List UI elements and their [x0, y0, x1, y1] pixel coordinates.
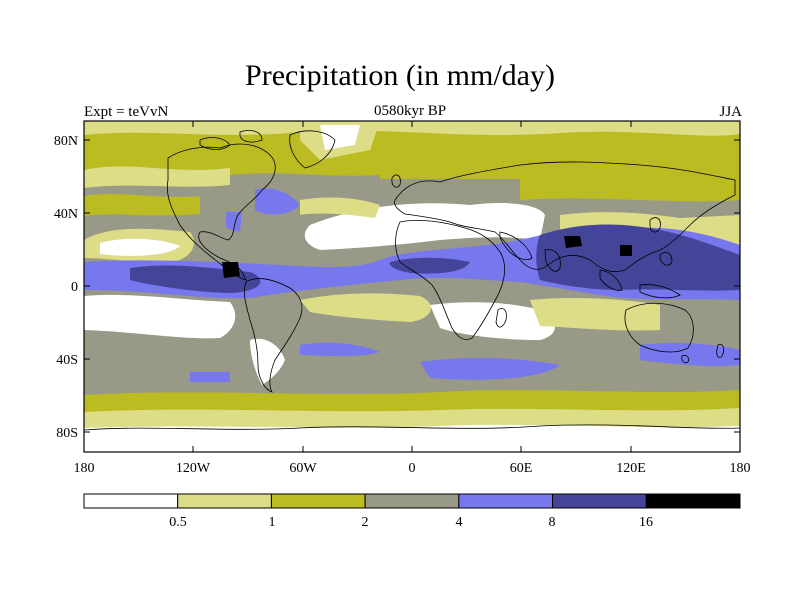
colorbar-label-16: 16 — [639, 515, 653, 530]
longitude-labels: 180 120W 60W 0 60E 120E 180 — [74, 461, 751, 476]
lat-label-80s: 80S — [56, 426, 78, 441]
experiment-label: Expt = teVvN — [84, 104, 169, 120]
colorbar-swatch — [552, 493, 647, 509]
lon-label-120w: 120W — [176, 461, 211, 476]
colorbar — [83, 493, 741, 509]
lat-label-40s: 40S — [56, 353, 78, 368]
season-label: JJA — [719, 104, 742, 120]
lat-label-40n: 40N — [54, 207, 78, 222]
latitude-labels: 80N 40N 0 40S 80S — [54, 134, 78, 441]
map-title: Precipitation (in mm/day) — [245, 59, 555, 92]
lat-label-80n: 80N — [54, 134, 78, 149]
lon-label-180w: 180 — [74, 461, 95, 476]
colorbar-swatch — [645, 493, 741, 509]
colorbar-swatch — [270, 493, 366, 509]
lon-label-180e: 180 — [730, 461, 751, 476]
colorbar-label-0-5: 0.5 — [169, 515, 187, 530]
lon-label-120e: 120E — [616, 461, 646, 476]
colorbar-label-4: 4 — [456, 515, 463, 530]
colorbar-swatch — [83, 493, 179, 509]
axis-ticks — [83, 121, 741, 452]
lon-label-60w: 60W — [289, 461, 317, 476]
precipitation-field — [84, 121, 740, 452]
colorbar-labels: 0.5 1 2 4 8 16 — [169, 515, 653, 530]
lon-label-0: 0 — [409, 461, 416, 476]
colorbar-label-1: 1 — [269, 515, 276, 530]
coastlines — [84, 130, 740, 431]
colorbar-swatch — [177, 493, 272, 509]
time-label: 0580kyr BP — [373, 103, 447, 119]
colorbar-swatch — [364, 493, 460, 509]
colorbar-label-8: 8 — [549, 515, 556, 530]
colorbar-swatch — [458, 493, 554, 509]
lon-label-60e: 60E — [510, 461, 533, 476]
colorbar-label-2: 2 — [362, 515, 369, 530]
lat-label-0: 0 — [71, 280, 78, 295]
